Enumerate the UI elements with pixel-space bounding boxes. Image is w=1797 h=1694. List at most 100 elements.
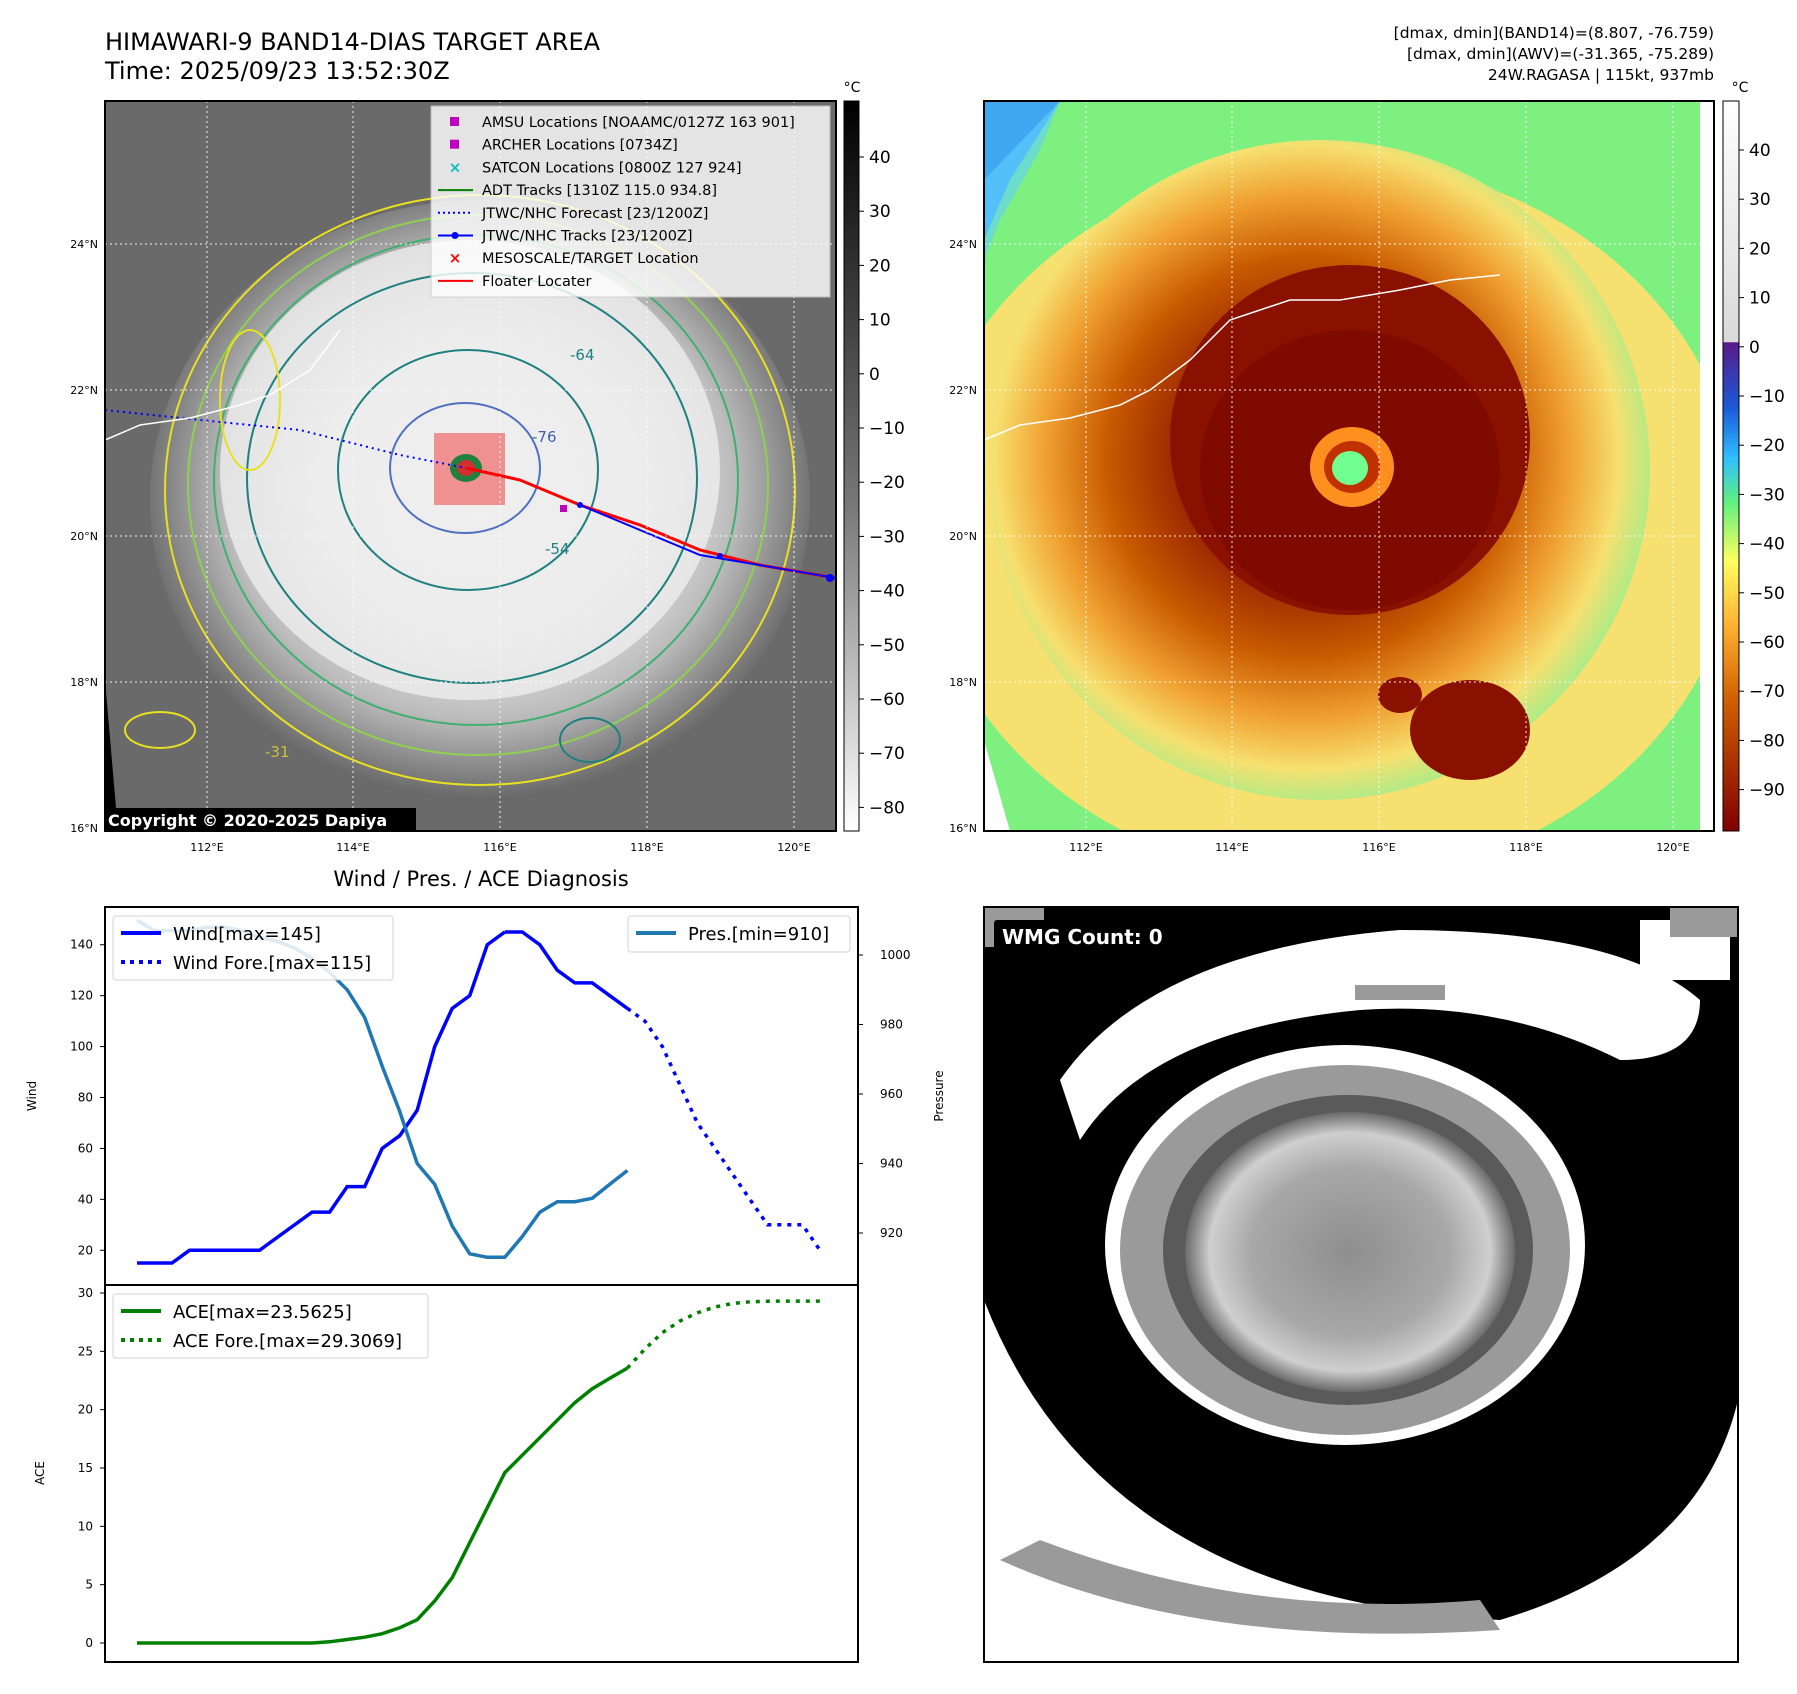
legend-label: AMSU Locations [NOAAMC/0127Z 163 901]	[482, 115, 795, 131]
legend-label: ARCHER Locations [0734Z]	[482, 138, 678, 154]
axis-tick-label: 120	[70, 989, 93, 1003]
wind-series-line	[137, 930, 506, 1265]
lon-label: 116°E	[1362, 841, 1395, 854]
lon-label: 118°E	[1509, 841, 1542, 854]
colorbar-tick-label: −10	[869, 419, 905, 439]
wind-fore-legend-label: Wind Fore.[max=115]	[173, 953, 371, 974]
colorbar-tick-label: 20	[1749, 239, 1771, 259]
wind-forecast-line	[626, 1006, 822, 1252]
map2-lat-axis: 24°N 22°N 20°N 18°N 16°N	[949, 238, 977, 835]
gray-colorbar-unit: °C	[844, 80, 861, 96]
legend-marker-x: ×	[449, 249, 462, 267]
lat-label: 18°N	[949, 676, 977, 689]
legend-item: ARCHER Locations [0734Z]	[450, 138, 678, 154]
pres-axis-ticks: 1000 980 960 940 920	[858, 948, 911, 1240]
colorbar-tick-label: 10	[869, 311, 891, 331]
gray-colorbar	[843, 100, 860, 832]
ace-axis-ticks: 30 25 20 15 10 5 0	[78, 1286, 105, 1650]
lon-label: 118°E	[630, 841, 663, 854]
axis-tick-label: 25	[78, 1344, 93, 1358]
color-colorbar-ticks: 40 30 20 10 0 −10 −20 −30 −40 −50 −60 −70 −80 −90	[1739, 141, 1785, 801]
lon-label: 112°E	[190, 841, 223, 854]
colorbar-tick-label: −80	[869, 798, 905, 818]
lat-label: 20°N	[70, 530, 98, 543]
axis-tick-label: 100	[70, 1040, 93, 1054]
lat-label: 22°N	[70, 384, 98, 397]
colorbar-tick-label: −60	[869, 690, 905, 710]
wind-legend-label: Wind[max=145]	[173, 924, 321, 945]
wmg-count-box	[994, 920, 1174, 952]
wind-series-line-tail	[504, 930, 629, 1010]
ace-series-line	[137, 1366, 629, 1645]
colorbar-tick-label: −70	[1749, 682, 1785, 702]
lat-label: 24°N	[70, 238, 98, 251]
colorbar-tick-label: 40	[869, 148, 891, 168]
colorbar-tick-label: −40	[1749, 535, 1785, 555]
colorbar-tick-label: −20	[1749, 436, 1785, 456]
colorbar-tick-label: −70	[869, 744, 905, 764]
chart-series	[136, 918, 822, 1645]
legend-marker-square	[450, 117, 459, 126]
axis-tick-label: 20	[78, 1243, 93, 1257]
legend-marker-square	[450, 139, 459, 149]
axis-tick-label: 15	[78, 1461, 93, 1475]
axis-tick-label: 5	[85, 1578, 93, 1592]
axis-tick-label: 20	[78, 1403, 93, 1417]
lat-label: 24°N	[949, 238, 977, 251]
legend-label: JTWC/NHC Tracks [23/1200Z]	[481, 229, 693, 245]
lon-label: 116°E	[483, 841, 516, 854]
axis-tick-label: 1000	[880, 948, 911, 962]
legend-label: Floater Locater	[482, 274, 591, 290]
ir-color-map-frame	[983, 100, 1715, 832]
axis-tick-label: 140	[70, 938, 93, 952]
colorbar-tick-label: −30	[1749, 485, 1785, 505]
ace-legend: ACE[max=23.5625] ACE Fore.[max=29.3069]	[112, 1293, 429, 1359]
colorbar-tick-label: 10	[1749, 289, 1771, 309]
colorbar-tick-label: 20	[869, 256, 891, 276]
contour-label-31: -31	[265, 743, 290, 761]
wmg-panel-frame	[983, 906, 1739, 1663]
lon-label: 114°E	[336, 841, 369, 854]
lon-label: 112°E	[1069, 841, 1102, 854]
ir-color-map	[984, 101, 1714, 831]
lat-label: 18°N	[70, 676, 98, 689]
legend-marker-x: ×	[449, 158, 462, 176]
legend-item: × SATCON Locations [0800Z 127 924]	[449, 158, 742, 176]
legend-item: ADT Tracks [1310Z 115.0 934.8]	[438, 183, 717, 199]
colorbar-tick-label: −30	[869, 527, 905, 547]
wmg-count-label: WMG Count: 0	[1002, 925, 1163, 949]
figure-title: HIMAWARI-9 BAND14-DIAS TARGET AREA	[105, 28, 601, 56]
axis-tick-label: 60	[78, 1141, 93, 1155]
contour-label-64: -64	[570, 346, 595, 364]
axis-tick-label: 980	[880, 1018, 903, 1032]
legend-label: JTWC/NHC Forecast [23/1200Z]	[481, 206, 708, 222]
lon-label: 120°E	[1656, 841, 1689, 854]
pres-legend: Pres.[min=910]	[627, 915, 851, 953]
colorbar-tick-label: −50	[1749, 584, 1785, 604]
legend-item: AMSU Locations [NOAAMC/0127Z 163 901]	[450, 115, 795, 131]
colorbar-tick-label: −50	[869, 636, 905, 656]
colorbar-tick-label: −20	[869, 473, 905, 493]
legend-item: Floater Locater	[438, 274, 591, 290]
ace-forecast-line	[626, 1299, 820, 1370]
axis-tick-label: 30	[78, 1286, 93, 1300]
legend-label: ADT Tracks [1310Z 115.0 934.8]	[482, 183, 717, 199]
colorbar-tick-label: −60	[1749, 633, 1785, 653]
map-legend: AMSU Locations [NOAAMC/0127Z 163 901] ARC…	[430, 105, 831, 298]
gray-colorbar-ticks: 40 30 20 10 0 −10 −20 −30 −40 −50 −60 −70 −80	[859, 148, 905, 818]
ace-ylabel: ACE	[33, 1461, 47, 1485]
colorbar-tick-label: −10	[1749, 387, 1785, 407]
colorbar-tick-label: 30	[869, 202, 891, 222]
legend-label: SATCON Locations [0800Z 127 924]	[482, 160, 741, 176]
wind-legend: Wind[max=145] Wind Fore.[max=115]	[112, 915, 394, 981]
copyright-text: Copyright © 2020-2025 Dapiya	[108, 811, 387, 830]
colorbar-tick-label: 0	[869, 365, 880, 385]
ir-gray-map-frame	[104, 100, 837, 832]
pres-legend-label: Pres.[min=910]	[688, 924, 829, 945]
wind-axis-ticks: 140 120 100 80 60 40 20	[70, 938, 105, 1257]
axis-tick-label: 920	[880, 1226, 903, 1240]
wmg-panel	[984, 907, 1738, 1662]
color-colorbar	[1722, 100, 1740, 832]
legend-marker-dot	[451, 232, 459, 239]
